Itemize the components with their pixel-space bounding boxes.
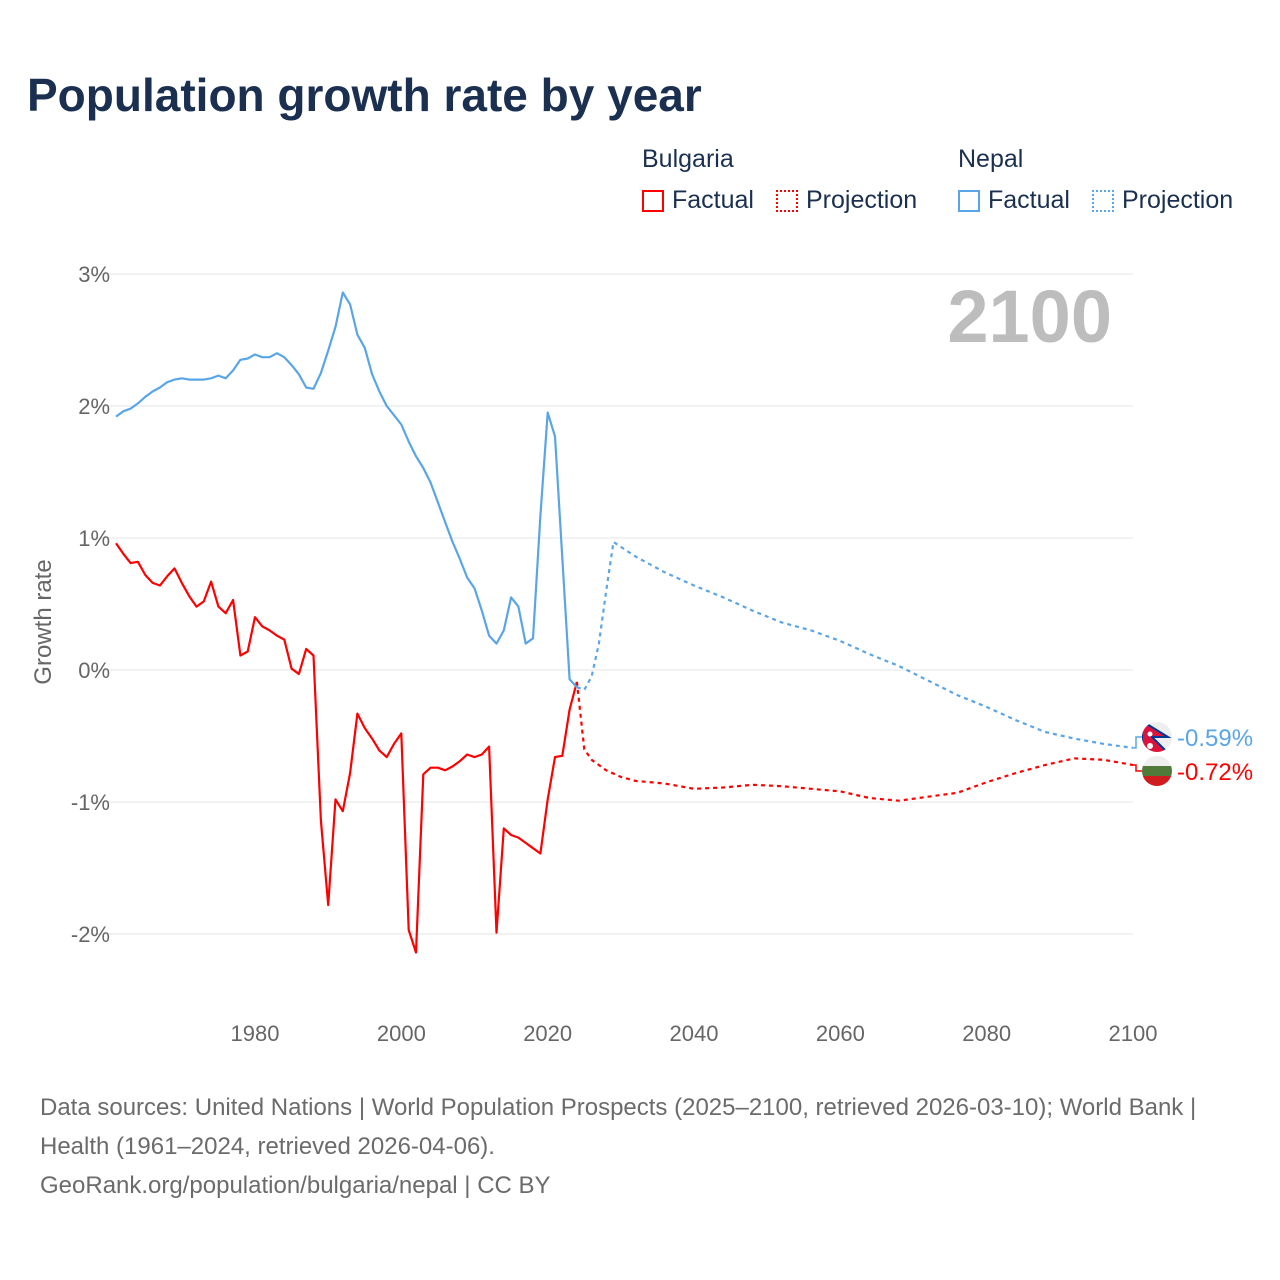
end-label-nepal: -0.59%: [1177, 725, 1253, 752]
y-tick-label: 3%: [78, 262, 110, 287]
end-connector-nepal: [1133, 736, 1142, 749]
legend-bulgaria-factual[interactable]: Factual: [642, 186, 754, 215]
x-tick-label: 2000: [377, 1021, 426, 1046]
x-tick-label: 2060: [816, 1021, 865, 1046]
x-axis-ticks: 1980 2000 2020 2040 2060 2080 2100: [231, 1021, 1158, 1046]
y-axis-ticks: 3% 2% 1% 0% -1% -2%: [71, 262, 110, 947]
x-tick-label: 1980: [231, 1021, 280, 1046]
legend-group-nepal: Nepal: [958, 145, 1024, 173]
credit-link[interactable]: GeoRank.org/population/bulgaria/nepal | …: [40, 1172, 551, 1199]
legend-label: Projection: [1122, 186, 1234, 214]
data-sources: Data sources: United Nations | World Pop…: [40, 1094, 1197, 1160]
x-tick-label: 2020: [523, 1021, 572, 1046]
series-line-bulgaria-factual: [115, 542, 578, 954]
series-line-nepal-projection: [576, 540, 1134, 749]
legend-bulgaria-projection[interactable]: Projection: [776, 186, 917, 215]
legend-group-bulgaria: Bulgaria: [642, 145, 734, 173]
end-label-bulgaria: -0.72%: [1177, 759, 1253, 786]
x-tick-label: 2040: [670, 1021, 719, 1046]
series-lines: [115, 291, 1142, 954]
chart-title: Population growth rate by year: [27, 69, 702, 121]
legend-swatch-dotted: [1092, 189, 1114, 212]
y-tick-label: 0%: [78, 658, 110, 683]
legend-nepal-factual[interactable]: Factual: [958, 186, 1070, 215]
footer: Data sources: United Nations | World Pop…: [40, 1088, 1240, 1205]
end-connector-bulgaria: [1133, 764, 1142, 772]
year-label: 2100: [947, 275, 1112, 358]
series-line-bulgaria-projection: [575, 681, 1134, 802]
y-tick-label: -2%: [71, 922, 110, 947]
x-tick-label: 2100: [1109, 1021, 1158, 1046]
legend-label: Factual: [672, 186, 754, 214]
y-axis-label: Growth rate: [30, 559, 57, 684]
flag-bulgaria-icon: [1142, 756, 1172, 786]
y-tick-label: 1%: [78, 526, 110, 551]
legend-swatch-dotted: [776, 189, 798, 212]
series-line-nepal-factual: [115, 291, 578, 688]
flag-nepal-icon: [1142, 722, 1172, 752]
y-tick-label: -1%: [71, 790, 110, 815]
line-chart: 3% 2% 1% 0% -1% -2% 1980 2000 2020 2040 2060 2080 2…: [30, 262, 1253, 1046]
y-tick-label: 2%: [78, 394, 110, 419]
x-tick-label: 2080: [962, 1021, 1011, 1046]
legend-swatch-solid: [642, 189, 664, 212]
legend-nepal-projection[interactable]: Projection: [1092, 186, 1233, 215]
legend-label: Projection: [806, 186, 918, 214]
legend-swatch-solid: [958, 189, 980, 212]
legend-label: Factual: [988, 186, 1070, 214]
gridlines: [90, 273, 1133, 935]
